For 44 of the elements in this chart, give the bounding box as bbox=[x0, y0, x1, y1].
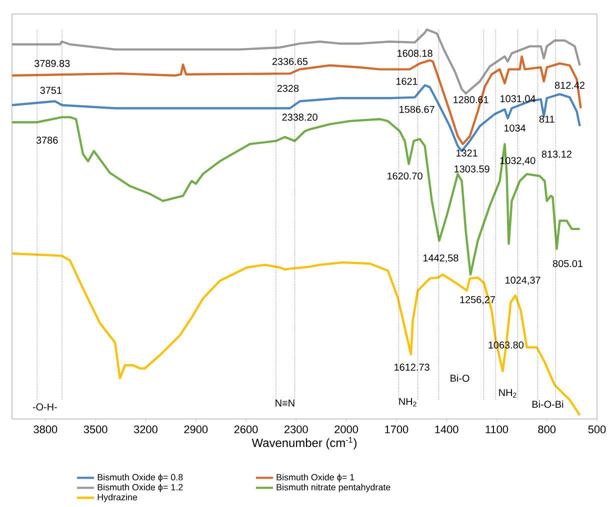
x-tick-label: 500 bbox=[588, 426, 606, 434]
annotation: 1608.18 bbox=[398, 50, 432, 57]
annotation: Bi-O-Bi bbox=[532, 400, 564, 408]
legend-label: Bismuth Oxide ϕ= 1.2 bbox=[98, 484, 183, 492]
x-tick-label: 1700 bbox=[385, 426, 408, 434]
x-tick-label: 3500 bbox=[84, 426, 108, 434]
annotation: 1442,58 bbox=[423, 254, 458, 263]
x-tick-label: 3800 bbox=[34, 426, 58, 434]
annotation: 1034 bbox=[504, 124, 526, 132]
annotation: 1024,37 bbox=[506, 276, 540, 285]
annotation: 1303.59 bbox=[454, 165, 490, 173]
x-tick-label: 800 bbox=[538, 426, 556, 434]
annotation: 2338.20 bbox=[282, 114, 318, 121]
annotation: 1621 bbox=[396, 78, 418, 85]
annotation: 2336.65 bbox=[272, 58, 308, 66]
x-tick-label: 2600 bbox=[234, 426, 258, 434]
x-tick-label: 2900 bbox=[184, 426, 208, 434]
annotation: NH$_{2}$ bbox=[399, 398, 416, 406]
x-tick-label: 1400 bbox=[435, 426, 458, 434]
annotation: -O-H- bbox=[32, 403, 57, 410]
x-axis-title: Wavenumber (cm$^{-1}$) bbox=[252, 437, 356, 450]
annotation: 3751 bbox=[40, 86, 62, 94]
annotation: 3789.83 bbox=[34, 60, 70, 67]
annotation: Bi-O bbox=[450, 374, 470, 382]
x-tick-label: 2300 bbox=[284, 426, 308, 434]
legend-label: Bismuth Oxide ϕ= 1 bbox=[276, 474, 354, 482]
annotation: 1620.70 bbox=[388, 172, 422, 180]
annotation: 813.12 bbox=[542, 150, 572, 158]
annotation: N≡N bbox=[276, 400, 294, 406]
legend-label: Bismuth nitrate pentahydrate bbox=[276, 484, 390, 492]
legend-label: Bismuth Oxide ϕ= 0.8 bbox=[98, 474, 183, 482]
annotation: 1586.67 bbox=[400, 106, 434, 113]
annotation: 1612.73 bbox=[394, 364, 430, 371]
x-tick-label: 1100 bbox=[486, 426, 508, 434]
annotation: 805.01 bbox=[552, 260, 582, 268]
annotation: 2328 bbox=[277, 84, 299, 92]
annotation: 3786 bbox=[36, 136, 58, 144]
legend-label: Hydrazine bbox=[98, 494, 138, 502]
annotation: 1031,04 bbox=[500, 95, 536, 104]
x-tick-label: 3200 bbox=[134, 426, 158, 434]
annotation: NH$_{2}$ bbox=[499, 389, 516, 398]
x-tick-label: 2000 bbox=[334, 426, 358, 434]
annotation: 1321 bbox=[456, 150, 478, 157]
annotation: 811 bbox=[539, 116, 554, 123]
